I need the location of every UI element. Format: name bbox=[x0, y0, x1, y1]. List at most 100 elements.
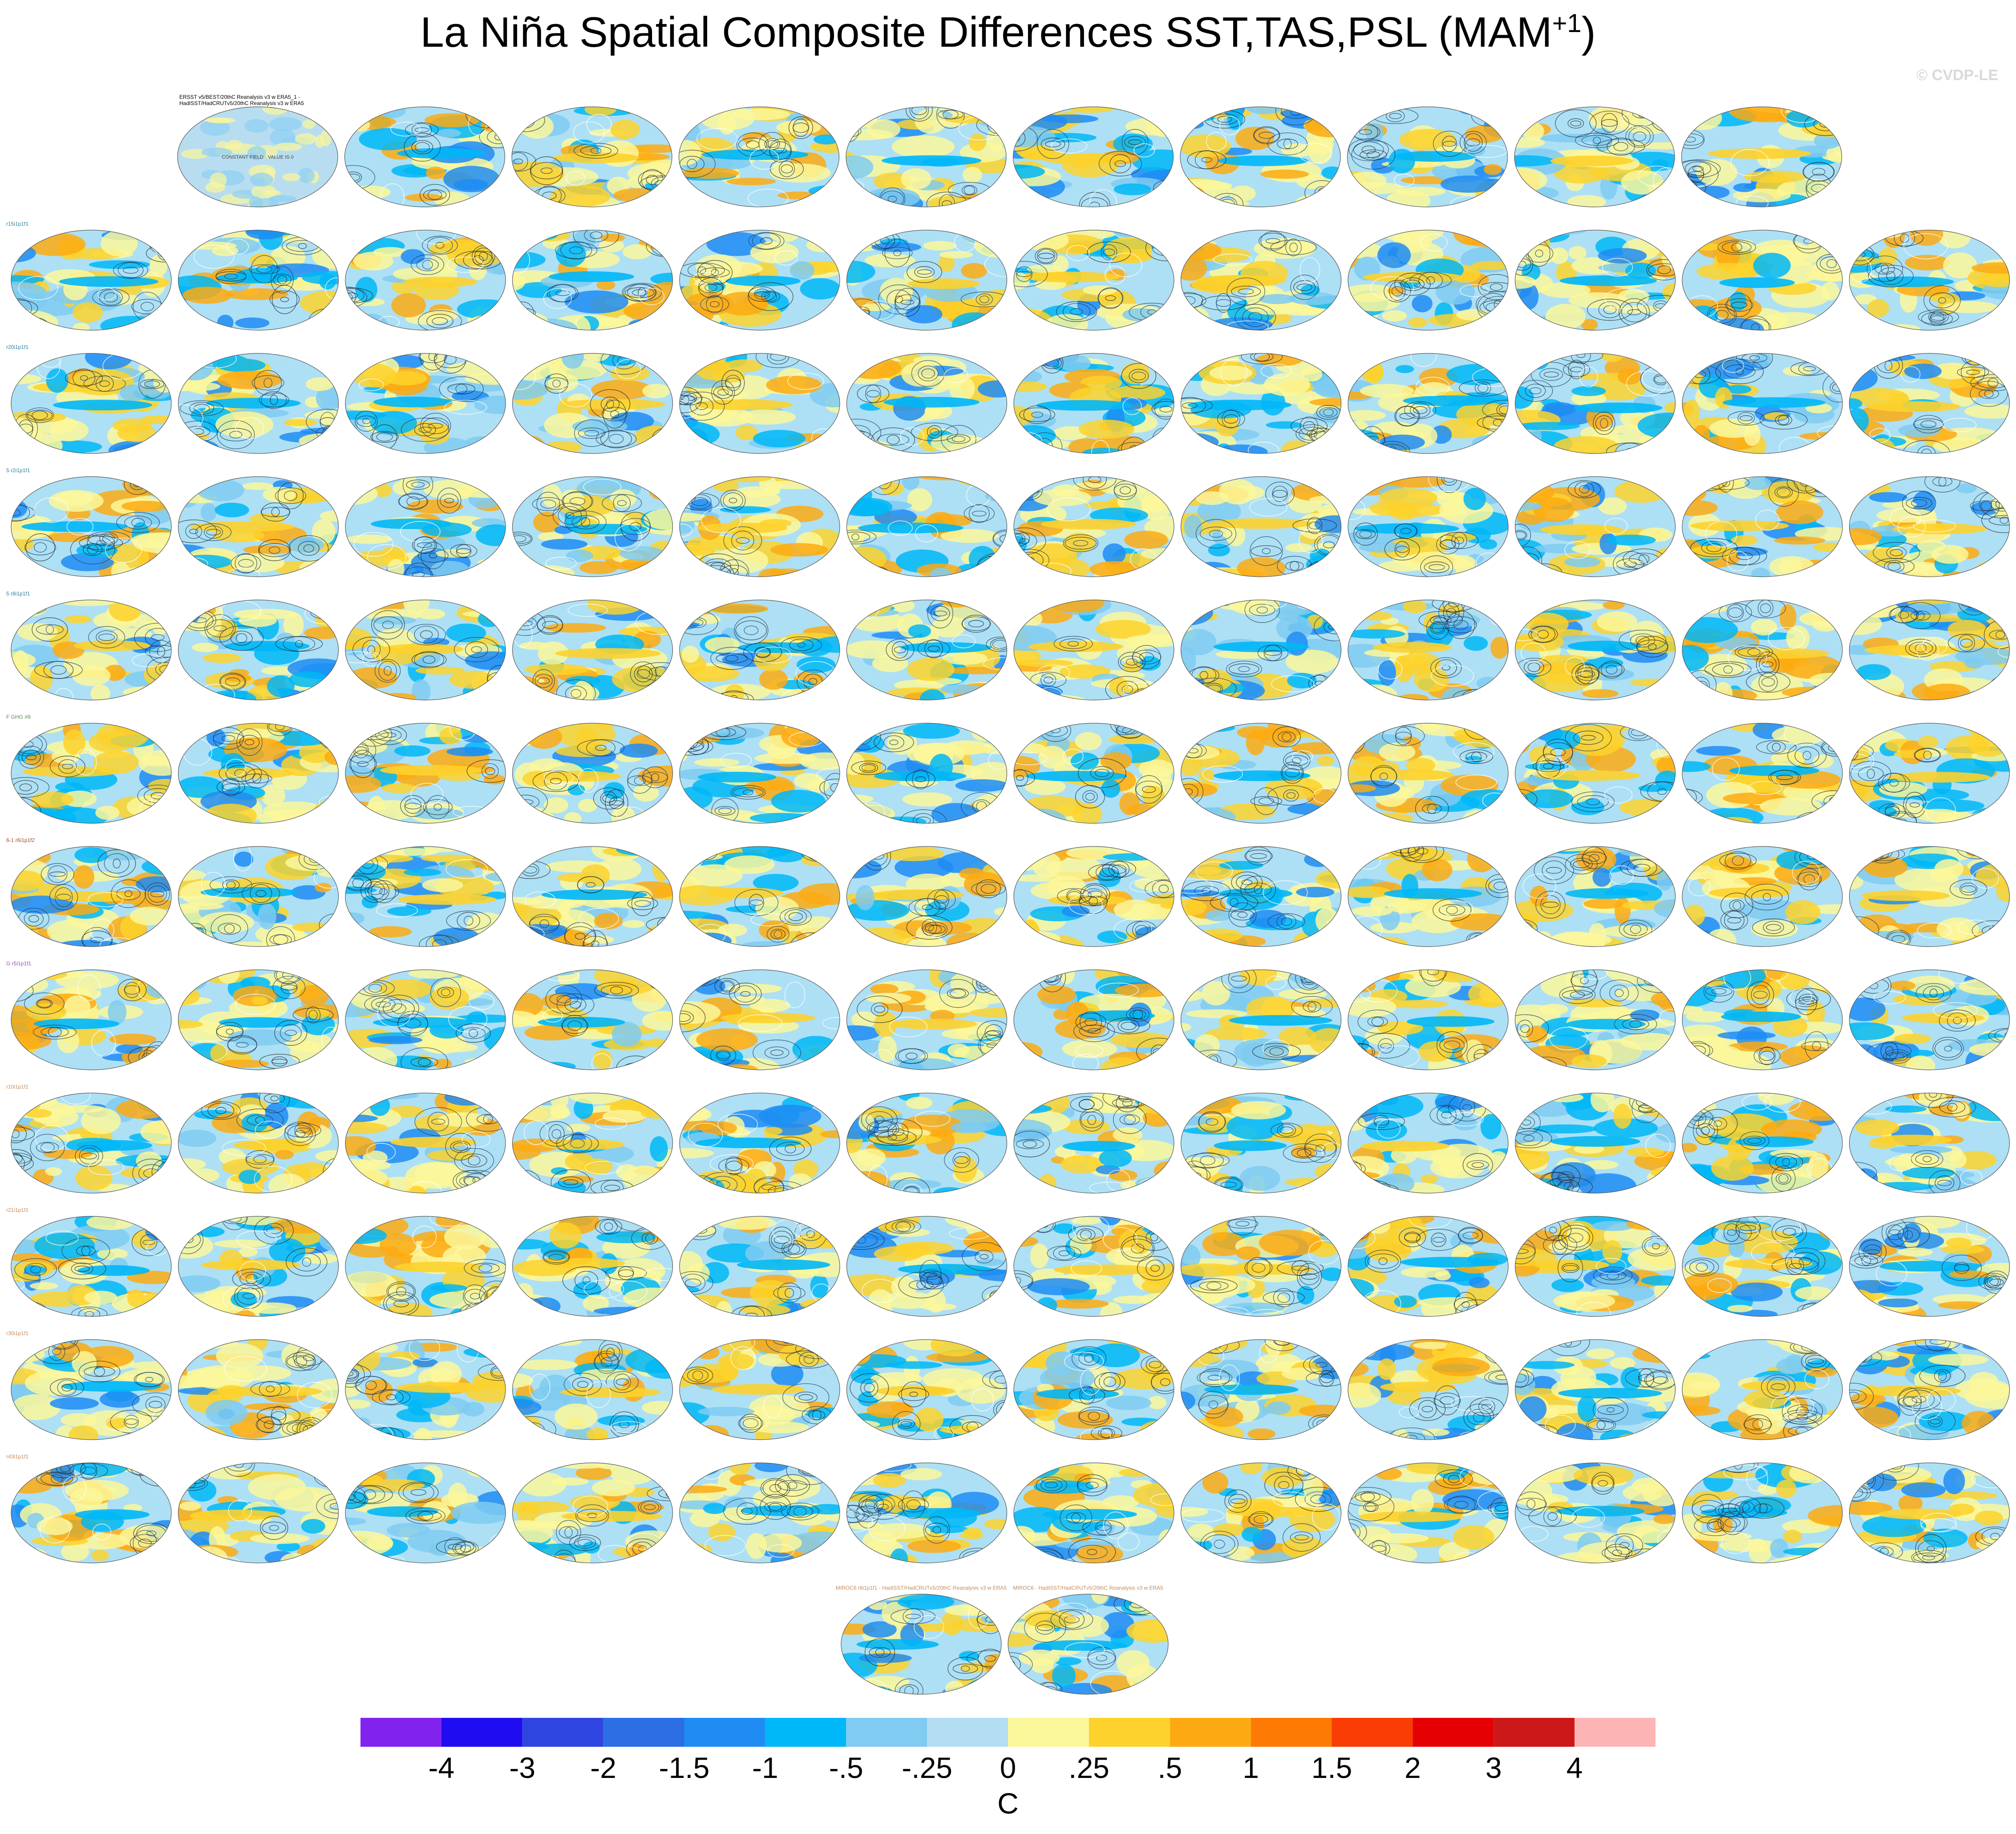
colorbar-swatch bbox=[1332, 1718, 1413, 1747]
map-panel bbox=[679, 723, 840, 824]
map-panel bbox=[344, 106, 506, 207]
map-panel bbox=[846, 230, 1008, 331]
map-panel bbox=[846, 106, 1007, 207]
colorbar-tick-label: .5 bbox=[1158, 1751, 1182, 1784]
colorbar-swatch bbox=[1413, 1718, 1494, 1747]
map-panel bbox=[1681, 106, 1842, 207]
colorbar-swatch bbox=[1089, 1718, 1170, 1747]
map-panel bbox=[1514, 846, 1676, 947]
map-panel bbox=[178, 1216, 339, 1317]
map-panel bbox=[11, 353, 172, 454]
map-panel bbox=[512, 969, 673, 1070]
map-panel bbox=[1013, 1216, 1174, 1317]
map-panel bbox=[1682, 1216, 1843, 1317]
map-panel bbox=[1514, 1216, 1676, 1317]
map-panel bbox=[345, 723, 506, 824]
map-panel bbox=[345, 476, 506, 577]
map-panel bbox=[178, 353, 339, 454]
colorbar-swatch bbox=[441, 1718, 522, 1747]
map-panel bbox=[1180, 1093, 1342, 1194]
map-panel bbox=[178, 476, 339, 577]
map-panel bbox=[1514, 106, 1675, 207]
colorbar-tick-label: -1.5 bbox=[659, 1751, 710, 1784]
map-panel bbox=[1348, 723, 1509, 824]
map-panel bbox=[1849, 353, 2010, 454]
map-panel bbox=[1348, 969, 1509, 1070]
row-label: r30i1p1f1 bbox=[6, 1330, 28, 1336]
map-panel bbox=[679, 1339, 840, 1440]
map-panel bbox=[1682, 599, 1843, 700]
map-panel bbox=[512, 723, 673, 824]
panel-title: MIROC6 r8i1p1f1 - HadISST/HadCRUTv5/20th… bbox=[836, 1585, 1007, 1591]
map-panel bbox=[345, 230, 506, 331]
map-panel bbox=[1180, 353, 1342, 454]
colorbar-tick-label: -4 bbox=[429, 1751, 455, 1784]
map-panel bbox=[1348, 230, 1509, 331]
map-panel bbox=[1514, 969, 1676, 1070]
map-panel bbox=[1180, 1216, 1342, 1317]
colorbar-tick-label: .25 bbox=[1069, 1751, 1109, 1784]
map-panel bbox=[1013, 1462, 1174, 1563]
cvdp-watermark: © CVDP-LE bbox=[1916, 67, 1998, 84]
map-panel bbox=[512, 1093, 673, 1194]
map-panel bbox=[11, 1216, 172, 1317]
map-panel bbox=[345, 599, 506, 700]
map-panel bbox=[1682, 476, 1843, 577]
colorbar-tick-label: 2 bbox=[1405, 1751, 1421, 1784]
map-panel bbox=[1682, 1339, 1843, 1440]
colorbar-tick-label: -.5 bbox=[829, 1751, 863, 1784]
row-label: 6-1 r6i1p1f2 bbox=[6, 837, 35, 843]
map-panel bbox=[678, 106, 840, 207]
map-panel bbox=[1013, 599, 1174, 700]
map-panel bbox=[1849, 969, 2010, 1070]
row-label: r15i1p1f1 bbox=[6, 221, 28, 227]
map-panel bbox=[846, 353, 1008, 454]
panel-title: ERSST v5/BEST/20thC Reanalysis v3 w ERA5… bbox=[179, 94, 300, 100]
map-panel bbox=[1849, 723, 2010, 824]
map-panel bbox=[1514, 353, 1676, 454]
colorbar-tick-label: -.25 bbox=[902, 1751, 952, 1784]
map-panel bbox=[846, 599, 1008, 700]
row-label: r10i1p1f1 bbox=[6, 1084, 28, 1090]
map-panel bbox=[11, 1339, 172, 1440]
colorbar-tick-label: 4 bbox=[1567, 1751, 1583, 1784]
colorbar-swatch bbox=[927, 1718, 1008, 1747]
title-superscript: +1 bbox=[1552, 9, 1582, 38]
map-panel bbox=[512, 1462, 673, 1563]
map-panel bbox=[1849, 1462, 2010, 1563]
map-panel bbox=[1348, 1216, 1509, 1317]
colorbar-swatch bbox=[1494, 1718, 1575, 1747]
map-panel bbox=[1180, 106, 1341, 207]
row-label: r20i1p1f1 bbox=[6, 344, 28, 350]
map-panel bbox=[178, 230, 339, 331]
map-panel bbox=[178, 723, 339, 824]
colorbar-swatch bbox=[1008, 1718, 1089, 1747]
map-panel bbox=[679, 846, 840, 947]
colorbar-svg: -4 -3 -2 -1.5 -1 -.5 -.25 0 .25 .5 1 1.5 2 3 4 C bbox=[360, 1718, 1656, 1820]
map-panel bbox=[11, 599, 172, 700]
map-panel bbox=[1180, 969, 1342, 1070]
colorbar-tick-label: 0 bbox=[1000, 1751, 1016, 1784]
map-panel bbox=[1348, 1462, 1509, 1563]
map-panel bbox=[1348, 846, 1509, 947]
map-panel bbox=[1008, 1594, 1169, 1695]
colorbar-tick-label: -1 bbox=[752, 1751, 778, 1784]
map-panel bbox=[1682, 230, 1843, 331]
map-panel bbox=[11, 846, 172, 947]
map-panel bbox=[679, 1093, 840, 1194]
map-panel bbox=[846, 1093, 1008, 1194]
map-panel bbox=[11, 1462, 172, 1563]
map-panel bbox=[512, 599, 673, 700]
map-panel bbox=[11, 230, 172, 331]
map-panel bbox=[1682, 723, 1843, 824]
map-panel bbox=[511, 106, 672, 207]
colorbar-swatch bbox=[1170, 1718, 1251, 1747]
row-label: G r5i1p1f1 bbox=[6, 960, 31, 967]
row-label: 5 r8i1p1f1 bbox=[6, 591, 30, 597]
map-panel bbox=[1013, 353, 1174, 454]
map-panel bbox=[1682, 1462, 1843, 1563]
map-panel bbox=[1849, 476, 2010, 577]
map-panel bbox=[178, 599, 339, 700]
map-panel bbox=[1180, 723, 1342, 824]
map-panel bbox=[1849, 599, 2010, 700]
